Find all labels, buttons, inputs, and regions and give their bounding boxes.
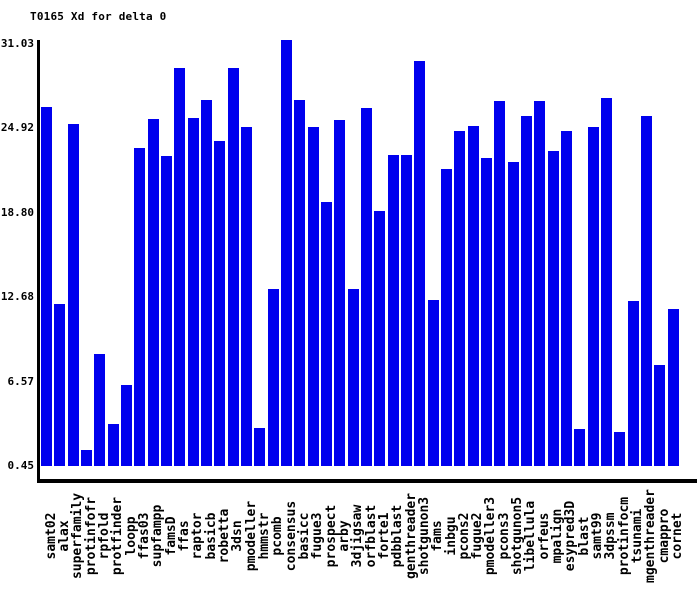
bar xyxy=(467,125,479,466)
bar xyxy=(560,131,572,466)
y-axis-tick-label: 24.92 xyxy=(0,121,34,135)
bar xyxy=(307,127,319,466)
bar xyxy=(161,156,173,466)
bar xyxy=(574,429,586,466)
bar xyxy=(627,301,639,466)
bar xyxy=(147,118,159,466)
bar xyxy=(387,154,399,466)
bar xyxy=(587,127,599,466)
y-axis-tick-label: 0.45 xyxy=(7,459,35,472)
bar xyxy=(134,147,146,466)
bar xyxy=(534,100,546,466)
bar xyxy=(640,116,652,466)
bar xyxy=(547,150,559,466)
bar xyxy=(454,131,466,466)
bar xyxy=(614,432,626,466)
bar xyxy=(374,211,386,466)
bar xyxy=(67,124,79,466)
bar xyxy=(227,67,239,466)
y-axis-line xyxy=(37,40,40,483)
bar xyxy=(361,107,373,466)
bar xyxy=(667,309,679,466)
bar xyxy=(441,168,452,466)
y-axis-tick-label: 12.68 xyxy=(0,290,34,304)
bar xyxy=(81,450,93,466)
bar xyxy=(41,106,53,466)
bar xyxy=(414,60,426,466)
bar xyxy=(427,299,439,466)
bar xyxy=(334,120,346,466)
bar xyxy=(107,423,119,466)
bar xyxy=(321,201,333,466)
bar xyxy=(121,385,133,466)
bar xyxy=(174,67,186,466)
y-axis-tick-label: 31.03 xyxy=(0,36,34,50)
bar xyxy=(347,288,359,466)
bar xyxy=(654,364,666,466)
bar xyxy=(214,141,226,466)
bar xyxy=(294,99,306,466)
y-axis-tick-label: 6.57 xyxy=(7,374,35,388)
bar xyxy=(480,157,492,466)
bar xyxy=(267,288,279,466)
bar xyxy=(520,116,532,466)
y-axis-tick-label: 18.80 xyxy=(0,205,34,219)
bar xyxy=(507,161,519,466)
bar xyxy=(201,99,213,466)
bar xyxy=(54,303,66,466)
bar xyxy=(494,100,506,466)
bar xyxy=(600,98,612,466)
bar xyxy=(187,117,199,466)
bar xyxy=(281,40,293,466)
bar xyxy=(401,154,412,466)
bar xyxy=(94,353,106,466)
chart-title: T0165 Xd for delta 0 xyxy=(30,10,167,23)
x-axis-line xyxy=(37,479,697,483)
bar xyxy=(254,428,266,466)
bar xyxy=(241,127,253,466)
